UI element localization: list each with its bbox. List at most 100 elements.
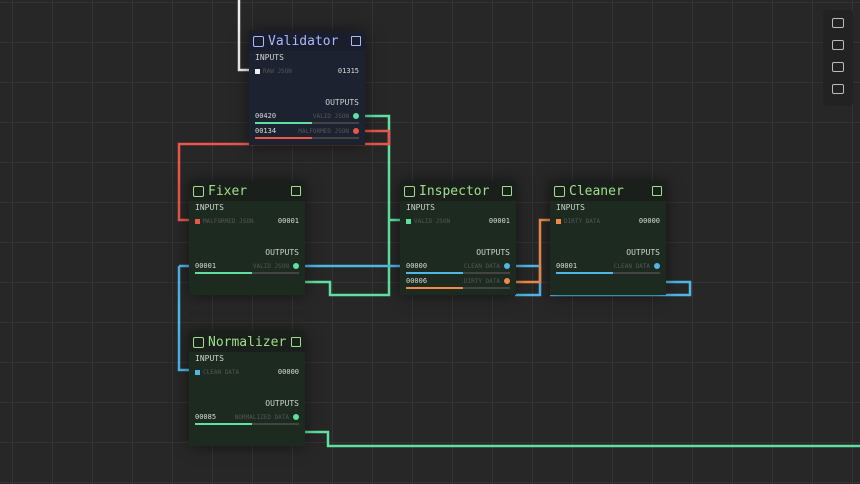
- inputs-label: INPUTS: [556, 203, 585, 212]
- output-count: 00001: [195, 262, 217, 270]
- outputs-label: OUTPUTS: [325, 98, 359, 107]
- output-port[interactable]: [293, 414, 299, 420]
- node-header: Validator: [249, 31, 365, 51]
- wire: [505, 218, 558, 284]
- input-label: MALFORMED JSON: [203, 217, 254, 225]
- output-label: CLEAN DATA: [463, 262, 500, 270]
- node[interactable]: Fixer INPUTS MALFORMED JSON 00001 OUTPUTS 000…: [189, 181, 305, 295]
- inputs-label: INPUTS: [255, 53, 284, 62]
- output-bar-fill: [195, 272, 253, 274]
- node-title: Fixer: [208, 183, 248, 199]
- output-bar-fill: [255, 137, 313, 139]
- output-port[interactable]: [504, 263, 510, 269]
- input-port[interactable]: [255, 68, 260, 74]
- node[interactable]: Validator INPUTS RAW JSON 01315 OUTPUTS 00420…: [249, 31, 365, 145]
- input-label: RAW JSON: [263, 67, 292, 75]
- output-bar: [195, 272, 299, 274]
- input-row: VALID JSON 00001: [406, 217, 510, 225]
- output-port[interactable]: [293, 263, 299, 269]
- edit-button[interactable]: [502, 186, 512, 196]
- node-icon: [193, 185, 204, 197]
- output-bar-fill: [195, 423, 253, 425]
- node-title: Cleaner: [569, 183, 624, 199]
- output-bar: [406, 287, 510, 289]
- output-row: 00000 CLEAN DATA: [406, 262, 510, 270]
- input-label: VALID JSON: [414, 217, 451, 225]
- node-icon: [193, 336, 204, 348]
- tool-button[interactable]: [832, 84, 844, 94]
- output-row: 00006 DIRTY DATA: [406, 277, 510, 285]
- output-count: 00006: [406, 277, 428, 285]
- input-count: 00001: [488, 217, 510, 225]
- output-count: 00420: [255, 112, 277, 120]
- edit-button[interactable]: [652, 186, 662, 196]
- input-row: CLEAN DATA 00000: [195, 368, 299, 376]
- output-port[interactable]: [353, 128, 359, 134]
- input-count: 00001: [277, 217, 299, 225]
- output-label: VALID JSON: [312, 112, 349, 120]
- edit-button[interactable]: [291, 337, 301, 347]
- tool-button[interactable]: [832, 62, 844, 72]
- edit-button[interactable]: [291, 186, 301, 196]
- outputs-label: OUTPUTS: [626, 248, 660, 257]
- output-count: 00134: [255, 127, 277, 135]
- input-row: DIRTY DATA 00000: [556, 217, 660, 225]
- tool-button[interactable]: [832, 18, 844, 28]
- output-count: 00085: [195, 413, 217, 421]
- wire: [298, 430, 860, 448]
- output-bar: [406, 272, 510, 274]
- inputs-label: INPUTS: [195, 354, 224, 363]
- input-count: 01315: [337, 67, 359, 75]
- node-icon: [554, 185, 565, 197]
- output-label: VALID JSON: [252, 262, 289, 270]
- node-title: Validator: [268, 33, 339, 49]
- tool-button[interactable]: [832, 40, 844, 50]
- output-row: 00134 MALFORMED JSON: [255, 127, 359, 135]
- output-row: 00001 VALID JSON: [195, 262, 299, 270]
- output-row: 00085 NORMALIZED DATA: [195, 413, 299, 421]
- node-header: Normalizer: [189, 332, 305, 352]
- output-row: 00420 VALID JSON: [255, 112, 359, 120]
- output-bar-fill: [556, 272, 614, 274]
- inputs-label: INPUTS: [195, 203, 224, 212]
- output-port[interactable]: [504, 278, 510, 284]
- output-label: DIRTY DATA: [463, 277, 500, 285]
- node-icon: [404, 185, 415, 197]
- wire: [237, 0, 253, 72]
- inputs-label: INPUTS: [406, 203, 435, 212]
- node[interactable]: Inspector INPUTS VALID JSON 00001 OUTPUTS 000…: [400, 181, 516, 295]
- edit-button[interactable]: [351, 36, 361, 46]
- input-port[interactable]: [406, 218, 411, 224]
- output-row: 00001 CLEAN DATA: [556, 262, 660, 270]
- output-count: 00001: [556, 262, 578, 270]
- node[interactable]: Normalizer INPUTS CLEAN DATA 00000 OUTPUTS 00…: [189, 332, 305, 446]
- output-port[interactable]: [654, 263, 660, 269]
- input-label: CLEAN DATA: [203, 368, 240, 376]
- outputs-label: OUTPUTS: [476, 248, 510, 257]
- node[interactable]: Cleaner INPUTS DIRTY DATA 00000 OUTPUTS 00001…: [550, 181, 666, 295]
- node-header: Cleaner: [550, 181, 666, 201]
- input-port[interactable]: [195, 369, 200, 375]
- input-port[interactable]: [195, 218, 200, 224]
- output-bar-fill: [255, 122, 313, 124]
- output-label: NORMALIZED DATA: [234, 413, 289, 421]
- node-header: Fixer: [189, 181, 305, 201]
- input-count: 00000: [638, 217, 660, 225]
- outputs-label: OUTPUTS: [265, 399, 299, 408]
- outputs-label: OUTPUTS: [265, 248, 299, 257]
- output-label: CLEAN DATA: [613, 262, 650, 270]
- output-bar: [556, 272, 660, 274]
- input-port[interactable]: [556, 218, 561, 224]
- output-label: MALFORMED JSON: [298, 127, 349, 135]
- output-bar: [195, 423, 299, 425]
- node-header: Inspector: [400, 181, 516, 201]
- output-bar-fill: [406, 287, 464, 289]
- toolbar: [823, 10, 853, 106]
- input-row: RAW JSON 01315: [255, 67, 359, 75]
- node-icon: [253, 35, 264, 47]
- output-bar: [255, 122, 359, 124]
- output-port[interactable]: [353, 113, 359, 119]
- node-title: Normalizer: [208, 334, 287, 350]
